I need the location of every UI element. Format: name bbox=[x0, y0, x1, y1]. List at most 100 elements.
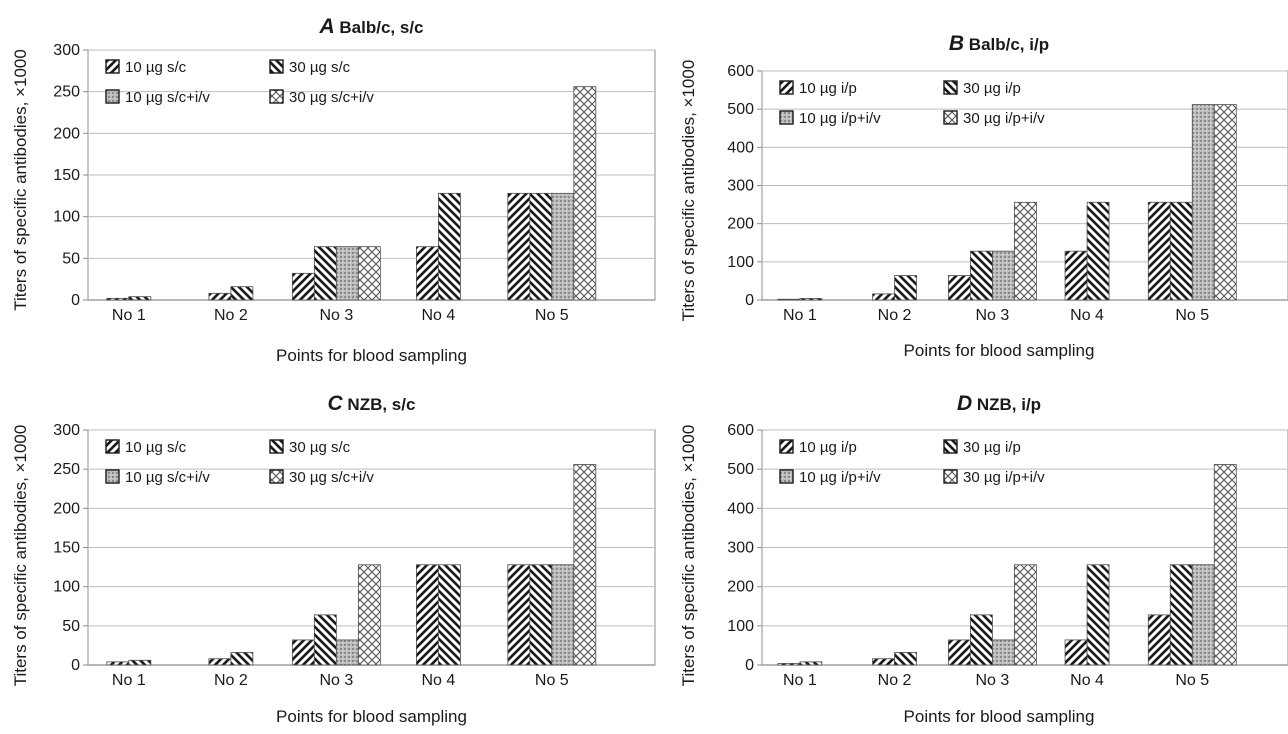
legend-entry: 10 µg i/p bbox=[799, 80, 857, 97]
bar-no3-series-3 bbox=[991, 639, 1015, 666]
y-tick-label: 0 bbox=[71, 657, 80, 674]
panel-title-text: Balb/c, i/p bbox=[964, 35, 1049, 54]
panel-title: C NZB, s/c bbox=[328, 392, 416, 415]
x-tick-label: No 5 bbox=[1175, 672, 1209, 689]
y-axis-label: Titers of specific antibodies, ×1000 bbox=[11, 49, 30, 311]
y-tick-label: 200 bbox=[53, 125, 80, 142]
bar-no2-series-2 bbox=[894, 275, 917, 301]
bar-no2-series-1 bbox=[208, 658, 232, 666]
y-tick-label: 100 bbox=[53, 209, 80, 226]
legend-swatch bbox=[269, 59, 284, 74]
x-axis-label: Points for blood sampling bbox=[904, 341, 1095, 360]
y-tick-label: 600 bbox=[727, 422, 754, 439]
y-tick-label: 100 bbox=[727, 618, 754, 635]
legend-entry: 30 µg i/p+i/v bbox=[963, 469, 1045, 486]
bar-no2-series-1 bbox=[872, 658, 895, 666]
bar-no4-series-1 bbox=[416, 564, 439, 666]
panel-letter: C bbox=[328, 392, 344, 415]
bar-no4-series-2 bbox=[438, 192, 461, 301]
legend-swatch bbox=[779, 469, 794, 484]
bar-no2-series-1 bbox=[872, 293, 895, 301]
x-tick-label: No 5 bbox=[535, 307, 569, 324]
panel-title-text: NZB, s/c bbox=[343, 395, 416, 414]
bar-no3-series-1 bbox=[947, 275, 971, 301]
bar-no3-series-2 bbox=[313, 614, 337, 666]
x-tick-label: No 3 bbox=[975, 672, 1009, 689]
x-axis-label: Points for blood sampling bbox=[276, 346, 467, 365]
bar-no5-series-4 bbox=[1213, 104, 1237, 301]
bar-no3-series-2 bbox=[313, 246, 337, 301]
bar-no5-series-3 bbox=[1191, 104, 1215, 301]
bar-no3-series-3 bbox=[991, 250, 1015, 301]
bar-no5-series-1 bbox=[1147, 614, 1171, 666]
legend-entry: 30 µg i/p+i/v bbox=[963, 110, 1045, 127]
panel-letter: B bbox=[949, 32, 964, 55]
bar-no3-series-3 bbox=[335, 639, 359, 666]
bar-no5-series-4 bbox=[573, 464, 597, 666]
bar-no5-series-4 bbox=[1213, 464, 1237, 666]
legend-entry: 10 µg i/p+i/v bbox=[799, 110, 881, 127]
bar-no1-series-1 bbox=[777, 663, 801, 666]
legend-swatch bbox=[105, 59, 120, 74]
x-tick-label: No 4 bbox=[422, 672, 456, 689]
legend-swatch bbox=[269, 89, 284, 104]
legend-swatch bbox=[269, 439, 284, 454]
legend-swatch bbox=[779, 80, 794, 95]
x-tick-label: No 3 bbox=[319, 307, 353, 324]
y-tick-label: 150 bbox=[53, 167, 80, 184]
bar-no5-series-2 bbox=[1169, 564, 1193, 666]
x-tick-label: No 1 bbox=[112, 307, 146, 324]
bar-no5-series-2 bbox=[1169, 201, 1193, 301]
y-tick-label: 100 bbox=[727, 254, 754, 271]
y-axis-label: Titers of specific antibodies, ×1000 bbox=[11, 425, 30, 687]
y-tick-label: 300 bbox=[727, 540, 754, 557]
bar-no1-series-2 bbox=[128, 296, 152, 301]
bar-no3-series-4 bbox=[357, 246, 381, 301]
bar-no1-series-1 bbox=[777, 298, 801, 301]
legend-swatch bbox=[943, 469, 958, 484]
legend-entry: 10 µg s/c+i/v bbox=[125, 89, 210, 106]
y-tick-label: 300 bbox=[727, 178, 754, 195]
legend-swatch bbox=[943, 439, 958, 454]
bar-no5-series-2 bbox=[529, 564, 553, 666]
bar-no1-series-2 bbox=[799, 661, 823, 666]
x-tick-label: No 1 bbox=[783, 672, 817, 689]
panel-title: B Balb/c, i/p bbox=[949, 32, 1049, 55]
legend-swatch bbox=[943, 80, 958, 95]
x-tick-label: No 2 bbox=[214, 307, 248, 324]
bar-no1-series-1 bbox=[106, 661, 130, 666]
bar-no4-series-2 bbox=[1086, 564, 1110, 666]
y-tick-label: 0 bbox=[745, 292, 754, 309]
y-tick-label: 400 bbox=[727, 500, 754, 517]
legend-entry: 30 µg i/p bbox=[963, 439, 1021, 456]
x-tick-label: No 1 bbox=[112, 672, 146, 689]
y-tick-label: 50 bbox=[62, 250, 80, 267]
bar-no3-series-3 bbox=[335, 246, 359, 301]
y-tick-label: 200 bbox=[727, 216, 754, 233]
x-tick-label: No 1 bbox=[783, 307, 817, 324]
bar-no2-series-2 bbox=[230, 286, 254, 301]
legend-entry: 30 µg i/p bbox=[963, 80, 1021, 97]
bar-no3-series-1 bbox=[947, 639, 971, 666]
chart-panel-a: 0 50 100 150 200 250 300 No 1 No 2 No 3 No 4 No 5 10… bbox=[11, 15, 656, 365]
legend-entry: 10 µg s/c bbox=[125, 439, 187, 456]
y-tick-label: 250 bbox=[53, 84, 80, 101]
x-tick-label: No 5 bbox=[1175, 307, 1209, 324]
bar-no3-series-1 bbox=[291, 639, 315, 666]
x-tick-label: No 4 bbox=[422, 307, 456, 324]
legend-swatch bbox=[943, 110, 958, 125]
panel-letter: D bbox=[957, 392, 972, 415]
legend-swatch bbox=[105, 89, 120, 104]
y-tick-label: 250 bbox=[53, 461, 80, 478]
bar-no1-series-1 bbox=[106, 297, 130, 301]
x-tick-label: No 2 bbox=[214, 672, 248, 689]
bar-no3-series-2 bbox=[969, 614, 993, 666]
x-tick-label: No 4 bbox=[1070, 672, 1104, 689]
x-tick-label: No 3 bbox=[975, 307, 1009, 324]
x-tick-label: No 4 bbox=[1070, 307, 1104, 324]
bar-no4-series-1 bbox=[1064, 250, 1088, 301]
legend-entry: 10 µg s/c+i/v bbox=[125, 469, 210, 486]
panel-title: D NZB, i/p bbox=[957, 392, 1041, 415]
chart-panel-c: 0 50 100 150 200 250 300 No 1 No 2 No 3 No 4 No 5 10… bbox=[11, 392, 656, 726]
legend-swatch bbox=[269, 469, 284, 484]
